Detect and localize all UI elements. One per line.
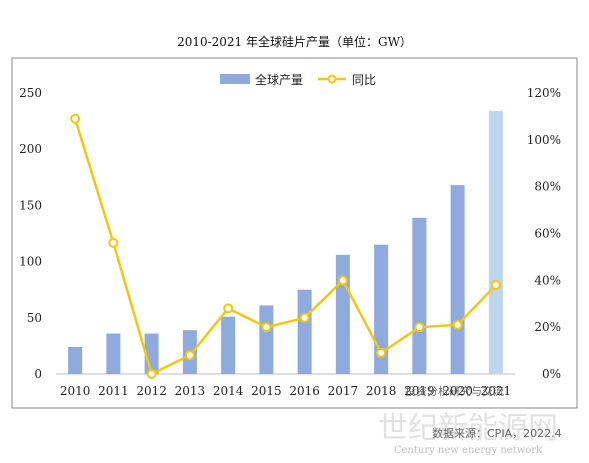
y-left-tick-label: 0	[34, 367, 42, 381]
y-left-tick-label: 100	[19, 255, 42, 269]
line-point	[299, 312, 310, 323]
y-right-tick-label: 0%	[542, 367, 561, 381]
y-left-tick-label: 200	[19, 142, 42, 156]
x-tick-label: 2014	[213, 384, 244, 398]
x-tick-label: 2020	[442, 384, 473, 398]
line-point	[70, 113, 81, 124]
bar	[297, 289, 312, 374]
y-right-tick-label: 80%	[534, 180, 561, 194]
source-note: 数据来源：CPIA，2022.4	[432, 426, 562, 440]
watermark-text: 世纪新能源网	[378, 411, 558, 446]
legend-label-bar: 全球产量	[255, 72, 303, 87]
bar	[450, 185, 465, 374]
y-right-tick-label: 60%	[534, 227, 561, 241]
line-point	[490, 280, 501, 291]
y-right-tick-label: 20%	[534, 320, 561, 334]
x-tick-label: 2016	[289, 384, 320, 398]
axes: 0 50 100 150 200 250 0% 20% 40% 60% 80% 100% 120% 201…	[19, 86, 561, 398]
bar-series	[68, 110, 503, 374]
x-tick-label: 2012	[136, 384, 167, 398]
x-tick-label: 2011	[98, 384, 129, 398]
chart-title: 2010-2021 年全球硅片产量（单位：GW）	[177, 34, 412, 49]
line-point	[414, 322, 425, 333]
x-tick-label: 2015	[251, 384, 282, 398]
line-point	[184, 350, 195, 361]
x-tick-label: 2018	[366, 384, 397, 398]
line-series	[70, 113, 501, 379]
line-point	[376, 347, 387, 358]
y-left-tick-label: 50	[27, 311, 42, 325]
x-tick-label: 2017	[328, 384, 359, 398]
line-point	[223, 303, 234, 314]
bar	[106, 333, 121, 374]
legend-label-line: 同比	[352, 73, 376, 87]
line-path	[73, 118, 497, 376]
legend-swatch-marker	[327, 74, 337, 84]
bar	[374, 244, 389, 374]
x-tick-label: 2010	[60, 384, 91, 398]
y-left-tick-label: 150	[19, 198, 42, 212]
y-right-tick-label: 120%	[527, 86, 561, 100]
bar	[412, 217, 427, 374]
chart-frame	[11, 57, 578, 409]
bar	[68, 347, 83, 374]
overlay-watermark: 投资分析研究与交流	[405, 384, 504, 398]
legend-swatch-bar	[220, 74, 250, 84]
x-tick-label: 2021	[481, 384, 512, 398]
watermark-subtext: Century new energy network	[394, 445, 543, 456]
y-left-tick-label: 250	[19, 86, 42, 100]
bar	[221, 316, 236, 374]
bar	[335, 254, 350, 374]
line-point	[337, 275, 348, 286]
x-tick-label: 2013	[175, 384, 206, 398]
y-right-tick-label: 40%	[534, 273, 561, 287]
bar	[488, 110, 503, 374]
bar	[259, 305, 274, 374]
legend: 全球产量 同比	[220, 72, 376, 87]
line-point	[452, 319, 463, 330]
line-point	[261, 322, 272, 333]
line-point	[108, 237, 119, 248]
line-point	[146, 369, 157, 379]
x-tick-label: 2019	[404, 384, 435, 398]
y-right-tick-label: 100%	[527, 133, 561, 147]
